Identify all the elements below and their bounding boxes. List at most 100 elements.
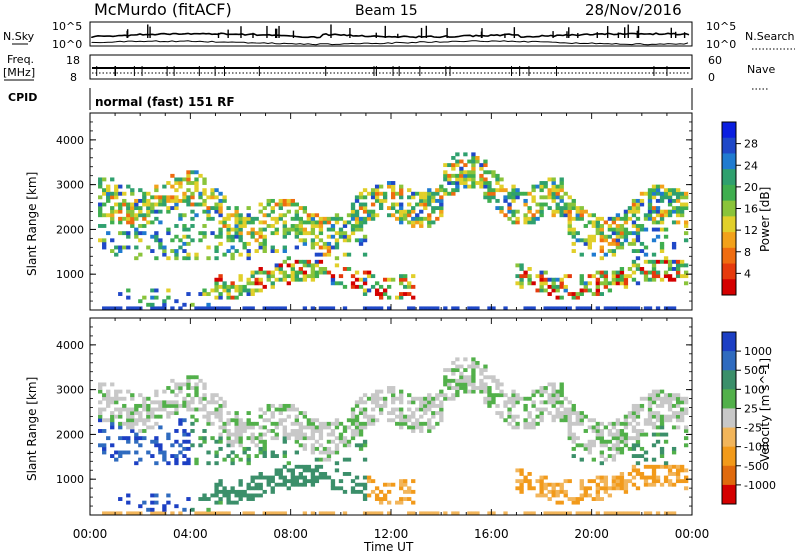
velocity-cell bbox=[310, 436, 316, 441]
power-cell bbox=[455, 177, 460, 182]
power-cell bbox=[342, 238, 348, 243]
velocity-cell bbox=[495, 378, 500, 383]
velocity-cell bbox=[158, 446, 163, 451]
velocity-cell bbox=[362, 475, 368, 480]
power-cell bbox=[198, 238, 203, 243]
power-cell bbox=[166, 231, 171, 236]
power-cell bbox=[334, 245, 340, 250]
power-cell bbox=[415, 220, 420, 225]
power-cell bbox=[487, 181, 492, 185]
velocity-cell bbox=[110, 425, 115, 430]
power-cell bbox=[391, 277, 396, 282]
velocity-cell bbox=[182, 396, 187, 401]
power-cell bbox=[226, 206, 231, 211]
velocity-cell bbox=[310, 475, 316, 480]
velocity-cell bbox=[218, 411, 223, 416]
power-cell bbox=[362, 277, 368, 282]
velocity-cell bbox=[282, 436, 287, 441]
power-cell bbox=[110, 195, 115, 200]
velocity-cell bbox=[619, 439, 625, 444]
power-cell bbox=[547, 206, 552, 211]
velocity-cell bbox=[358, 400, 364, 405]
power-cell bbox=[230, 284, 235, 289]
power-cell bbox=[579, 292, 584, 296]
velocity-ylabel: Slant Range [km] bbox=[25, 377, 39, 481]
colorbar-tick-label: 16 bbox=[744, 203, 758, 216]
velocity-cell bbox=[675, 472, 681, 476]
power-cell bbox=[631, 213, 637, 218]
power-cell bbox=[655, 184, 661, 189]
power-cell bbox=[226, 288, 231, 293]
power-cell bbox=[675, 259, 681, 264]
power-cell bbox=[262, 284, 267, 289]
power-cell bbox=[667, 188, 673, 193]
velocity-cell bbox=[150, 511, 155, 516]
power-cell bbox=[350, 209, 356, 214]
power-cell bbox=[190, 170, 195, 175]
power-cell bbox=[523, 306, 528, 311]
velocity-cell bbox=[354, 414, 360, 419]
power-cell bbox=[202, 188, 207, 193]
power-cell bbox=[667, 191, 673, 196]
power-cell bbox=[671, 306, 677, 311]
y-tick-label: 2000 bbox=[56, 223, 84, 236]
power-cell bbox=[322, 245, 328, 250]
velocity-cell bbox=[635, 436, 641, 441]
power-cell bbox=[206, 216, 211, 221]
power-cell bbox=[274, 263, 279, 268]
power-cell bbox=[603, 234, 609, 239]
power-cell bbox=[563, 274, 568, 279]
velocity-cell bbox=[314, 457, 320, 462]
power-cell bbox=[615, 231, 621, 236]
power-cell bbox=[358, 241, 364, 246]
velocity-cell bbox=[515, 486, 520, 491]
power-cell bbox=[170, 249, 175, 253]
power-cell bbox=[611, 231, 617, 236]
velocity-cell bbox=[575, 418, 580, 423]
velocity-cell bbox=[571, 411, 576, 416]
power-cell bbox=[651, 259, 657, 264]
power-cell bbox=[126, 306, 131, 311]
velocity-cell bbox=[623, 436, 629, 441]
velocity-cell bbox=[242, 450, 247, 455]
power-cell bbox=[250, 292, 255, 296]
power-cell bbox=[354, 209, 360, 214]
velocity-cell bbox=[154, 414, 159, 419]
power-cell bbox=[114, 191, 119, 196]
velocity-cell bbox=[310, 482, 316, 487]
power-cell bbox=[386, 184, 392, 189]
power-cell bbox=[651, 263, 657, 268]
velocity-cell bbox=[326, 439, 332, 444]
power-cell bbox=[635, 256, 641, 261]
velocity-cell bbox=[350, 486, 356, 491]
velocity-cell bbox=[234, 429, 239, 433]
velocity-cell bbox=[651, 482, 657, 487]
velocity-cell bbox=[262, 443, 267, 448]
velocity-cell bbox=[611, 432, 617, 437]
velocity-cell bbox=[190, 407, 195, 412]
power-cell bbox=[503, 188, 508, 193]
velocity-cell bbox=[455, 357, 460, 362]
velocity-cell bbox=[623, 418, 629, 423]
power-cell bbox=[559, 281, 564, 286]
colorbar-swatch bbox=[722, 279, 736, 296]
power-cell bbox=[238, 220, 243, 225]
velocity-cell bbox=[407, 511, 412, 516]
velocity-cell bbox=[395, 421, 400, 426]
power-cell bbox=[198, 191, 203, 196]
velocity-cell bbox=[310, 421, 316, 426]
power-cell bbox=[647, 191, 653, 196]
velocity-cell bbox=[238, 432, 243, 437]
velocity-cell bbox=[683, 396, 689, 401]
velocity-cell bbox=[475, 511, 480, 516]
power-cell bbox=[623, 238, 629, 243]
power-cell bbox=[266, 224, 271, 228]
power-cell bbox=[671, 188, 677, 193]
velocity-cell bbox=[370, 400, 376, 405]
velocity-cell bbox=[330, 450, 336, 455]
velocity-cell bbox=[559, 500, 564, 505]
velocity-cell bbox=[507, 400, 512, 405]
velocity-cell bbox=[619, 472, 625, 476]
power-cell bbox=[431, 198, 436, 203]
power-cell bbox=[314, 259, 320, 264]
